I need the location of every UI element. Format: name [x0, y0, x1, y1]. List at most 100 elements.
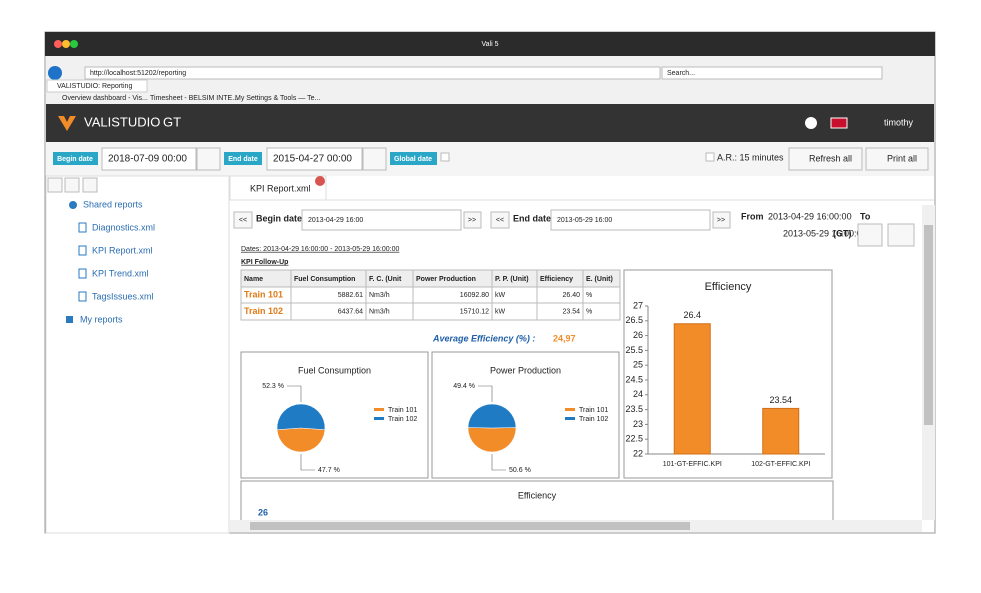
tree-item[interactable]: KPI Trend.xml [92, 268, 149, 278]
y-tick-label: 23.5 [625, 404, 643, 414]
tree-item[interactable]: TagsIssues.xml [92, 291, 154, 301]
close-tab[interactable] [315, 176, 325, 186]
prev-button[interactable] [490, 211, 510, 229]
end-label: End date [228, 156, 258, 163]
calendar-button[interactable] [196, 147, 221, 171]
tree-folder[interactable]: My reports [80, 314, 123, 324]
tab[interactable] [46, 79, 148, 93]
lock-icon [66, 316, 73, 323]
charts: Efficiency 22 22.5 23 23.5 24 24.5 25 25.5 26 26.5… [240, 269, 833, 479]
language-flag[interactable] [830, 117, 848, 129]
auto-refresh: A.R.: 15 minutes [717, 152, 784, 162]
next-button[interactable] [463, 211, 482, 229]
collapse-button[interactable] [64, 177, 80, 193]
end-input[interactable] [266, 147, 363, 171]
title-bar [45, 32, 935, 56]
prev: << [239, 217, 247, 224]
reload-button[interactable] [857, 223, 883, 247]
legend-swatch [565, 417, 575, 420]
global-checkbox[interactable] [440, 152, 450, 162]
tree-folder[interactable]: Shared reports [83, 199, 143, 209]
table-cell: % [586, 292, 592, 299]
section-title: KPI Follow-Up [241, 259, 288, 266]
refresh-label: Refresh all [809, 153, 852, 163]
end-value: 2013-05-29 16:00 [557, 217, 612, 224]
table-header: Name [244, 276, 263, 283]
trend-tick: 26 [258, 507, 268, 517]
y-tick-label: 25.5 [625, 345, 643, 355]
pie-slice [276, 403, 326, 431]
end-input[interactable] [550, 209, 711, 231]
table-cell: 15710.12 [460, 308, 489, 315]
average-value: 24,97 [553, 333, 576, 343]
leader-line [287, 385, 302, 402]
brand: VALISTUDIO [84, 114, 160, 129]
table-cell: 5882.61 [338, 292, 363, 299]
refresh-button[interactable] [788, 147, 863, 171]
y-tick-label: 22 [633, 448, 643, 458]
leader-line [478, 385, 493, 402]
prev-button[interactable] [233, 211, 253, 229]
table-cell: 6437.64 [338, 308, 363, 315]
from-value: 2013-04-29 16:00:00 [768, 211, 852, 221]
close[interactable] [54, 40, 62, 48]
url: http://localhost:51202/reporting [90, 70, 186, 77]
begin-label: Begin date [57, 156, 93, 163]
print-label: Print all [887, 153, 917, 163]
scroll-thumb[interactable] [250, 522, 690, 530]
y-tick-label: 22.5 [625, 434, 643, 444]
expand-button[interactable] [47, 177, 63, 193]
tree-item[interactable]: Diagnostics.xml [92, 222, 155, 232]
chart-title: Power Production [490, 365, 561, 375]
prev: << [496, 217, 504, 224]
app-header [46, 104, 934, 142]
table-cell: 23.54 [562, 308, 580, 315]
minimize[interactable] [62, 40, 70, 48]
end-value: 2015-04-27 00:00 [273, 154, 352, 165]
back-button[interactable] [48, 66, 62, 80]
table-cell: Train 102 [244, 306, 283, 316]
bar-label: 23.54 [769, 395, 792, 405]
begin-input[interactable] [301, 209, 462, 231]
y-tick-label: 25 [633, 360, 643, 370]
zone: (GT) [833, 228, 852, 238]
tree-item[interactable]: KPI Report.xml [92, 245, 153, 255]
reload-button[interactable] [82, 177, 98, 193]
bookmark[interactable]: My Settings & Tools — Te... [235, 95, 320, 102]
next-button[interactable] [712, 211, 731, 229]
table-cell: Nm3/h [369, 292, 390, 299]
label-badge [390, 152, 437, 165]
logo [58, 116, 76, 131]
begin-input[interactable] [101, 147, 197, 171]
help-icon[interactable] [805, 117, 817, 129]
print-button[interactable] [887, 223, 915, 247]
window-title: Vali 5 [482, 41, 499, 48]
report-tab[interactable] [229, 175, 327, 201]
file-icon [78, 268, 87, 279]
chart-title: Efficiency [705, 281, 752, 293]
search: Search... [667, 70, 695, 77]
search-box[interactable] [661, 66, 883, 80]
table-cell: Nm3/h [369, 308, 390, 315]
calendar-button[interactable] [362, 147, 387, 171]
pie-label: 52.3 % [262, 383, 284, 390]
kpi-table: Name Fuel Consumption F. C. (Unit Power Pro… [240, 269, 621, 321]
label-badge [53, 152, 98, 165]
bookmark[interactable]: Timesheet - BELSIM INTE... [150, 95, 238, 102]
zoom[interactable] [70, 40, 78, 48]
print-button[interactable] [865, 147, 929, 171]
user[interactable]: timothy [884, 117, 914, 127]
pie-slice [276, 427, 326, 453]
table-header: F. C. (Unit [369, 276, 402, 283]
bookmark[interactable]: Overview dashboard - Vis... [62, 95, 148, 102]
ar-checkbox[interactable] [705, 152, 715, 162]
average-label: Average Efficiency (%) : [432, 333, 535, 343]
y-tick-label: 26 [633, 330, 643, 340]
to-label: To [860, 211, 871, 221]
scroll-thumb[interactable] [924, 225, 933, 425]
next: >> [468, 217, 476, 224]
legend-swatch [565, 408, 575, 411]
address-bar[interactable] [84, 66, 661, 80]
table-cell: % [586, 308, 592, 315]
